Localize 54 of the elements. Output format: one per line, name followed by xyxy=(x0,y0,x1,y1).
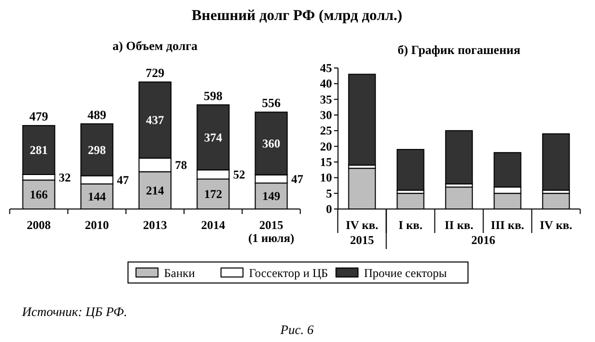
total-label: 479 xyxy=(29,110,48,124)
data-label: 360 xyxy=(262,136,280,150)
x-tick-label: 2015 (1 июля) xyxy=(248,218,294,245)
legend-label: Банки xyxy=(164,266,196,280)
x-tick-label: 2013 xyxy=(143,218,167,232)
total-label: 556 xyxy=(262,96,281,110)
data-label: 166 xyxy=(30,188,48,202)
data-label: 281 xyxy=(30,143,48,158)
x-tick-label: 2010 xyxy=(84,218,109,232)
x-tick-label: II кв. xyxy=(444,218,474,232)
total-label: 598 xyxy=(204,88,222,103)
data-label: 47 xyxy=(116,172,129,187)
x-tick-label: IV кв. xyxy=(540,218,572,232)
data-label: 437 xyxy=(146,113,164,128)
legend-label: Госсектор и ЦБ xyxy=(249,266,328,280)
x-tick-label: IV кв. xyxy=(346,218,378,232)
data-label: 32 xyxy=(58,170,71,184)
chart-title: а) Объем долга xyxy=(112,39,198,53)
data-label: 47 xyxy=(291,172,304,186)
x-tick-label: I кв. xyxy=(398,218,423,232)
data-label: 172 xyxy=(204,187,222,202)
y-tick-label: 0 xyxy=(326,202,332,216)
data-label: 214 xyxy=(146,183,164,198)
data-label: 149 xyxy=(262,189,280,204)
text: Источник: ЦБ РФ. xyxy=(21,304,128,319)
x-tick-label: III кв. xyxy=(490,218,524,232)
y-tick-label: 40 xyxy=(320,76,332,91)
text: Рис. 6 xyxy=(279,322,314,337)
y-tick-label: 15 xyxy=(320,155,332,169)
bar xyxy=(542,133,570,191)
text: 2016 xyxy=(471,233,496,247)
bar xyxy=(445,130,473,184)
y-tick-label: 10 xyxy=(320,170,332,185)
chart-title: б) График погашения xyxy=(398,43,521,57)
y-tick-label: 20 xyxy=(320,139,332,154)
data-label: 374 xyxy=(204,130,222,144)
text: 2015 xyxy=(350,233,374,247)
data-label: 144 xyxy=(88,189,106,204)
text: Внешний долг РФ (млрд долл.) xyxy=(192,8,402,24)
total-label: 729 xyxy=(146,66,164,80)
x-tick-label: 2014 xyxy=(201,218,226,232)
y-tick-label: 5 xyxy=(326,186,332,200)
y-tick-label: 45 xyxy=(320,61,332,75)
y-tick-label: 25 xyxy=(320,124,332,138)
bar xyxy=(396,148,424,191)
total-label: 489 xyxy=(88,108,106,122)
data-label: 298 xyxy=(88,142,106,157)
legend-label: Прочие секторы xyxy=(364,266,447,280)
y-tick-label: 30 xyxy=(320,108,332,122)
x-tick-label: 2008 xyxy=(26,218,51,232)
data-label: 78 xyxy=(174,158,187,172)
bar xyxy=(348,74,376,166)
y-tick-label: 35 xyxy=(320,92,332,106)
data-label: 52 xyxy=(233,168,246,182)
